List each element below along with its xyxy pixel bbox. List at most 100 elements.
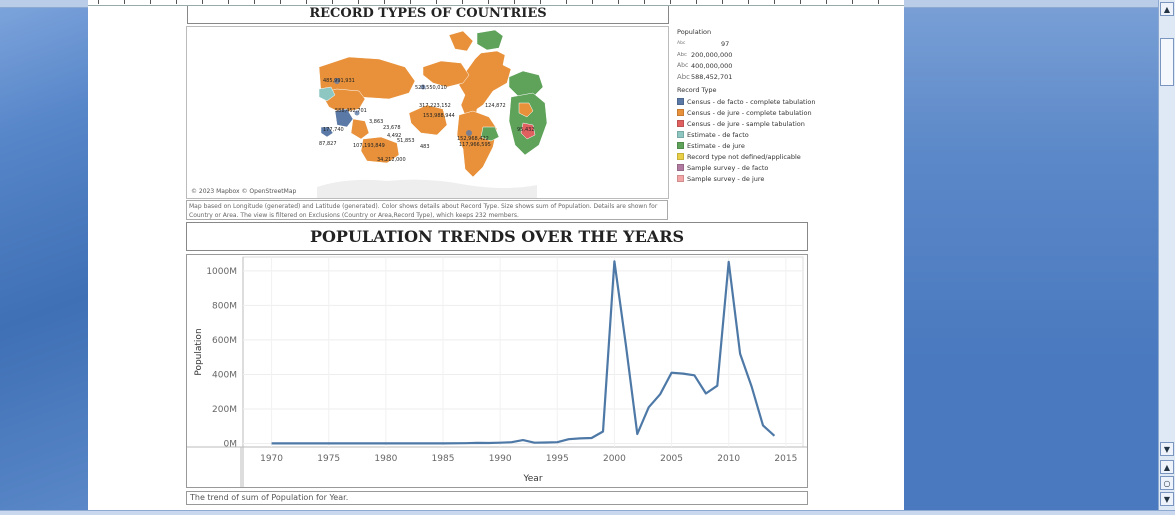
ruler-tick xyxy=(618,0,619,4)
x-tick-label: 1970 xyxy=(260,454,283,464)
ruler-tick xyxy=(800,0,801,4)
population-caption: The trend of sum of Population for Year. xyxy=(186,491,808,505)
legend-record-type-item[interactable]: Sample survey - de facto xyxy=(677,162,827,173)
legend-color-swatch xyxy=(677,153,684,160)
ruler-tick xyxy=(722,0,723,4)
legend-record-type-label: Sample survey - de facto xyxy=(687,163,769,172)
y-tick-label: 0M xyxy=(224,440,238,450)
previous-page-button[interactable]: ▲ xyxy=(1160,460,1174,474)
map-label: 3,863 xyxy=(369,119,383,125)
world-map: 485,991,931 588,452,701 523,550,010 317,… xyxy=(187,27,668,198)
legend-record-type-label: Sample survey - de jure xyxy=(687,174,765,183)
map-label: 95,432 xyxy=(517,127,535,133)
legend-record-type-item[interactable]: Record type not defined/applicable xyxy=(677,151,827,162)
legend-record-type-item[interactable]: Census - de facto - complete tabulation xyxy=(677,96,827,107)
ruler-tick xyxy=(878,0,879,4)
next-page-button[interactable]: ▼ xyxy=(1160,492,1174,506)
map-label: 51,853 xyxy=(397,138,415,144)
horizontal-ruler[interactable] xyxy=(88,0,904,6)
south-asia-shape xyxy=(334,108,354,128)
legend-record-type-item[interactable]: Estimate - de facto xyxy=(677,129,827,140)
y-tick-label: 800M xyxy=(212,301,237,311)
map-label: 483 xyxy=(420,144,430,150)
document-page: RECORD TYPES OF COUNTRIES xyxy=(88,6,904,510)
ruler-tick xyxy=(332,0,333,4)
legend-size-item[interactable]: Abc 588,452,701 xyxy=(677,71,827,82)
map-label: 4,492 xyxy=(387,133,401,139)
map-label: 124,872 xyxy=(485,103,506,109)
legend-size-item[interactable]: Abc 200,000,000 xyxy=(677,49,827,60)
legend-size-label: 97 xyxy=(721,39,730,48)
y-tick-label: 200M xyxy=(212,405,237,415)
window-right-background xyxy=(904,0,1158,515)
x-axis-title: Year xyxy=(522,474,542,484)
europe-shape xyxy=(508,70,544,98)
map-label: 34,212,000 xyxy=(377,157,406,163)
ruler-tick xyxy=(826,0,827,4)
australia-shape xyxy=(360,136,400,164)
middle-east-shape xyxy=(320,126,334,138)
x-tick-label: 1980 xyxy=(374,454,397,464)
ruler-tick xyxy=(306,0,307,4)
map-caption: Map based on Longitude (generated) and L… xyxy=(186,200,668,220)
select-browse-object-button[interactable]: ○ xyxy=(1160,476,1174,490)
ruler-tick xyxy=(592,0,593,4)
record-types-map[interactable]: 485,991,931 588,452,701 523,550,010 317,… xyxy=(186,26,669,199)
window-left-background xyxy=(0,0,88,515)
x-tick-label: 2005 xyxy=(660,454,683,464)
legend-size-marker: Abc xyxy=(677,41,686,46)
y-tick-label: 600M xyxy=(212,336,237,346)
legend-record-type-label: Census - de jure - complete tabulation xyxy=(687,108,812,117)
legend-record-type-list: Census - de facto - complete tabulation C… xyxy=(677,96,827,184)
legend-size-marker: Abc xyxy=(677,62,689,69)
population-line-chart[interactable]: 0M 200M 400M 600M 800M 1000M 1970 1975 1980 1985 1… xyxy=(186,254,808,488)
legend-size-item[interactable]: Abc 97 xyxy=(677,38,827,49)
ruler-tick xyxy=(176,0,177,4)
legend-size-item[interactable]: Abc 400,000,000 xyxy=(677,60,827,71)
ruler-tick xyxy=(254,0,255,4)
ruler-tick xyxy=(540,0,541,4)
map-label: 107,193,849 xyxy=(353,143,385,149)
north-shape xyxy=(448,30,474,52)
canada-shape xyxy=(422,60,470,88)
legend-color-swatch xyxy=(677,175,684,182)
y-tick-label: 400M xyxy=(212,370,237,380)
ruler-tick xyxy=(202,0,203,4)
ruler-tick xyxy=(98,0,99,4)
ruler-tick xyxy=(644,0,645,4)
y-axis-title: Population xyxy=(194,328,204,375)
legend-color-swatch xyxy=(677,131,684,138)
ruler-tick xyxy=(514,0,515,4)
greenland-shape xyxy=(476,29,504,51)
scroll-thumb[interactable] xyxy=(1160,38,1174,86)
ruler-tick xyxy=(124,0,125,4)
legend-size-list: Abc 97 Abc 200,000,000 Abc 400,000,000 Abc 588,… xyxy=(677,38,827,82)
legend-size-label: 200,000,000 xyxy=(691,50,733,59)
map-label: 87,827 xyxy=(319,141,337,147)
map-label: 117,966,595 xyxy=(459,142,491,148)
ruler-tick xyxy=(774,0,775,4)
map-label: 317,223,152 xyxy=(419,103,451,109)
map-label: 523,550,010 xyxy=(415,85,447,91)
legend-size-marker: Abc xyxy=(677,72,690,81)
x-tick-label: 1975 xyxy=(317,454,340,464)
legend-color-swatch xyxy=(677,109,684,116)
ruler-tick xyxy=(228,0,229,4)
legend-record-type-item[interactable]: Census - de jure - sample tabulation xyxy=(677,118,827,129)
scroll-up-button[interactable]: ▲ xyxy=(1160,2,1174,16)
ruler-tick xyxy=(566,0,567,4)
legend-size-label: 400,000,000 xyxy=(691,61,733,70)
map-label: 152,968,422 xyxy=(457,136,489,142)
legend-size-label: 588,452,701 xyxy=(691,72,733,81)
legend-record-type-item[interactable]: Sample survey - de jure xyxy=(677,173,827,184)
scroll-down-button[interactable]: ▼ xyxy=(1160,442,1174,456)
population-series-line xyxy=(271,260,776,445)
legend-record-type-item[interactable]: Estimate - de jure xyxy=(677,140,827,151)
vertical-scrollbar[interactable]: ▲ ▼ ▲ ○ ▼ xyxy=(1158,0,1175,515)
legend-record-type-item[interactable]: Census - de jure - complete tabulation xyxy=(677,107,827,118)
population-line-chart-svg: 0M 200M 400M 600M 800M 1000M 1970 1975 1980 1985 1… xyxy=(187,256,807,487)
ruler-tick xyxy=(696,0,697,4)
map-credit[interactable]: © 2023 Mapbox © OpenStreetMap xyxy=(191,188,297,195)
x-tick-label: 2015 xyxy=(774,454,797,464)
legend-record-type-title: Record Type xyxy=(677,86,717,94)
